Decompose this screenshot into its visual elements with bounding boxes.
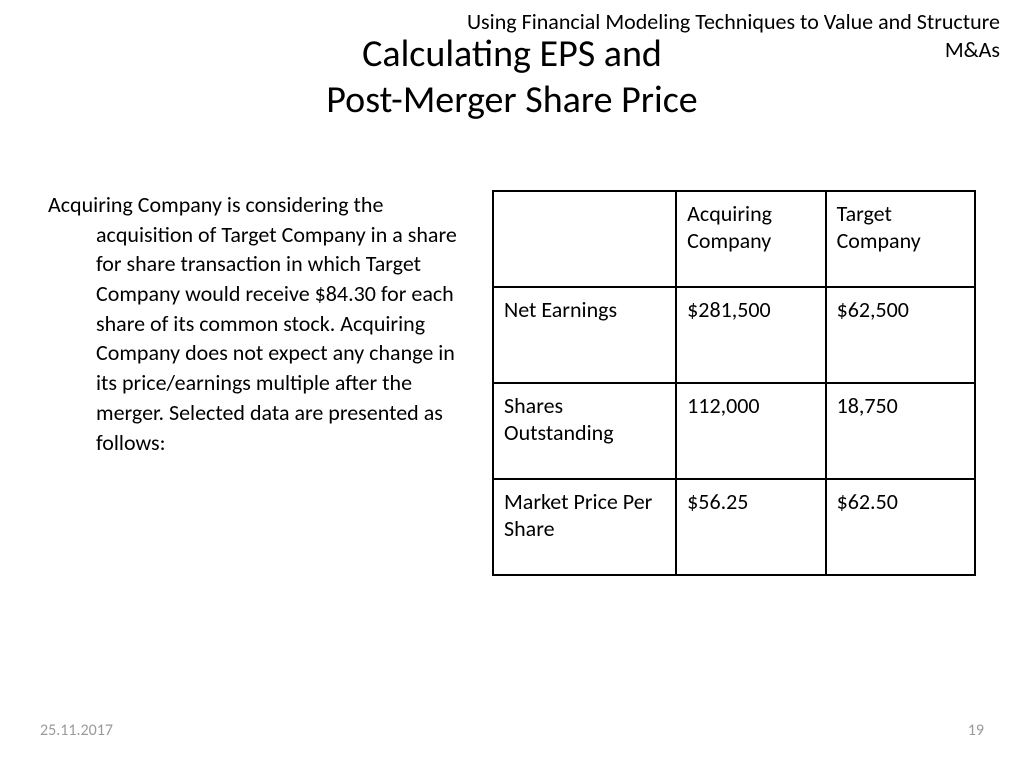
table-header-cell: [493, 191, 676, 287]
table-cell: 112,000: [676, 383, 825, 479]
paragraph-block: Acquiring Company is considering the acq…: [48, 190, 468, 576]
table-row: Acquiring Company Target Company: [493, 191, 975, 287]
paragraph-text: Acquiring Company is considering the acq…: [48, 190, 468, 457]
table-cell: $56.25: [676, 479, 825, 575]
table-cell: $62,500: [826, 287, 975, 383]
table-cell: 18,750: [826, 383, 975, 479]
data-table: Acquiring Company Target Company Net Ear…: [492, 190, 976, 576]
table-cell: Shares Outstanding: [493, 383, 676, 479]
title-line-1: Calculating EPS and: [362, 31, 662, 77]
table-header-cell: Target Company: [826, 191, 975, 287]
table-header-cell: Acquiring Company: [676, 191, 825, 287]
table-cell: Net Earnings: [493, 287, 676, 383]
table-row: Shares Outstanding 112,000 18,750: [493, 383, 975, 479]
slide-title: Calculating EPS and Post-Merger Share Pr…: [0, 32, 1024, 123]
table-cell: $62.50: [826, 479, 975, 575]
footer-page-number: 19: [968, 721, 984, 740]
table-row: Net Earnings $281,500 $62,500: [493, 287, 975, 383]
title-line-2: Post-Merger Share Price: [326, 77, 697, 123]
table-cell: $281,500: [676, 287, 825, 383]
footer-date: 25.11.2017: [40, 721, 113, 740]
table-row: Market Price Per Share $56.25 $62.50: [493, 479, 975, 575]
data-table-wrap: Acquiring Company Target Company Net Ear…: [492, 190, 976, 576]
body: Acquiring Company is considering the acq…: [48, 190, 976, 576]
table-cell: Market Price Per Share: [493, 479, 676, 575]
